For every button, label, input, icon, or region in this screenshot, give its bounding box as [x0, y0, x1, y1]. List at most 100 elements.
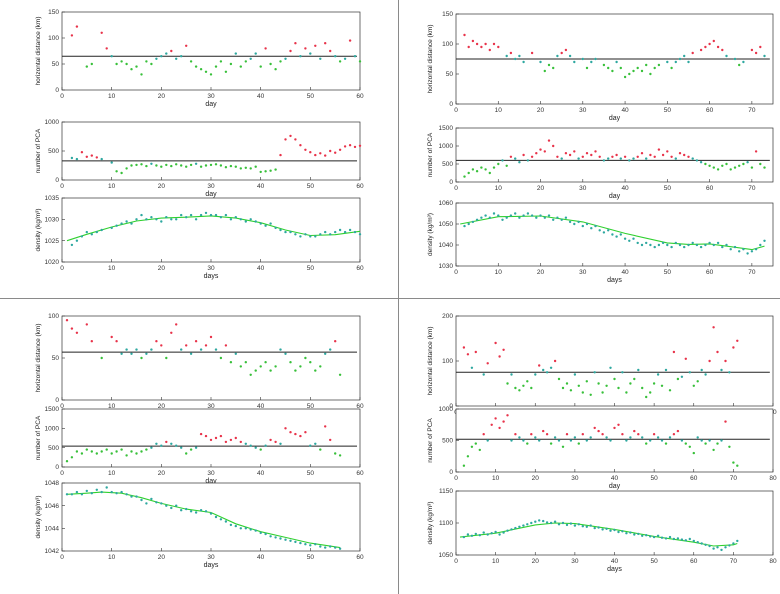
data-point [577, 442, 580, 445]
data-point [309, 235, 312, 238]
data-point [478, 448, 481, 452]
panel-4: individual 8010203040506070800100200dayh… [427, 313, 777, 573]
data-point [125, 62, 128, 66]
data-point [199, 68, 203, 71]
data-point [180, 446, 183, 449]
data-point [589, 393, 592, 396]
data-point [636, 241, 639, 245]
y-axis-label: number of PCA [35, 128, 42, 173]
data-point [259, 170, 262, 174]
x-axis-label: day [205, 101, 217, 108]
data-point [100, 157, 103, 161]
data-point [724, 546, 727, 549]
data-point [522, 384, 525, 387]
data-point [666, 243, 669, 247]
data-point [289, 539, 292, 542]
data-point [70, 156, 74, 160]
data-point [668, 389, 672, 392]
data-point [474, 350, 477, 354]
data-point [589, 524, 592, 527]
data-point [234, 165, 237, 168]
x-tick-label: 30 [207, 265, 215, 272]
data-point [585, 222, 589, 226]
y-tick-label: 150 [442, 11, 453, 18]
data-point [244, 220, 247, 223]
data-point [680, 375, 684, 378]
x-tick-label: 40 [257, 93, 265, 100]
y-axis-label: density (kg/m³) [35, 496, 42, 539]
y-axis-label: horizontal distance (km) [35, 324, 42, 393]
x-tick-label: 10 [108, 403, 116, 410]
data-point [593, 526, 596, 530]
data-point [619, 66, 622, 70]
data-point [95, 452, 99, 455]
data-point [289, 49, 292, 53]
data-point [239, 365, 242, 368]
data-point [155, 340, 158, 343]
y-tick-label: 1040 [439, 242, 454, 249]
data-point [763, 239, 766, 242]
data-point [750, 250, 754, 253]
data-point [120, 490, 123, 494]
data-point [95, 230, 99, 234]
data-point [249, 444, 252, 447]
data-point [652, 535, 656, 539]
data-point [700, 439, 703, 442]
y-tick-label: 1150 [439, 488, 453, 495]
data-point [605, 527, 608, 530]
data-point [115, 492, 118, 495]
data-point [590, 153, 593, 157]
data-point [518, 54, 521, 58]
data-point [145, 60, 148, 63]
data-point [199, 165, 203, 168]
data-point [100, 490, 103, 494]
data-point [565, 433, 569, 436]
data-point [605, 384, 608, 387]
data-point [530, 214, 534, 217]
data-point [229, 523, 233, 527]
data-point [676, 429, 680, 433]
x-tick-label: 40 [257, 403, 265, 410]
data-point [175, 323, 178, 326]
chart-3: 0 10 20 30 40 50 601020102510301035daysdensity… [35, 195, 364, 280]
plot-frame [61, 408, 361, 468]
data-point [214, 163, 218, 166]
data-point [254, 220, 257, 223]
data-point [629, 436, 632, 439]
data-point [480, 166, 483, 169]
data-point [684, 357, 687, 360]
data-point [545, 371, 549, 374]
data-point [656, 436, 660, 439]
data-point [518, 436, 521, 439]
data-point [199, 213, 203, 217]
y-tick-label: 1500 [45, 406, 60, 413]
data-point [254, 52, 257, 55]
x-axis-label: days [204, 273, 219, 280]
x-tick-label: 10 [108, 470, 116, 477]
data-point [125, 220, 128, 223]
data-point [498, 426, 501, 430]
data-point [334, 55, 337, 58]
data-point [125, 454, 128, 457]
data-point [358, 60, 362, 63]
data-point [264, 532, 267, 536]
data-point [239, 218, 242, 221]
data-point [633, 429, 636, 433]
data-point [746, 252, 749, 255]
y-tick-label: 500 [48, 148, 59, 155]
data-point [324, 425, 327, 428]
data-point [509, 214, 513, 217]
y-tick-label: 0 [55, 464, 59, 471]
data-point [581, 155, 584, 158]
data-point [733, 166, 737, 169]
data-point [594, 224, 597, 228]
data-point [514, 433, 517, 436]
data-point [338, 148, 342, 151]
data-point [652, 382, 656, 385]
data-point [502, 531, 505, 534]
y-axis-label: number of PCA [427, 132, 434, 177]
x-axis-label: day [205, 191, 217, 198]
data-point [526, 523, 529, 526]
data-point [545, 433, 549, 436]
data-point [279, 153, 282, 157]
